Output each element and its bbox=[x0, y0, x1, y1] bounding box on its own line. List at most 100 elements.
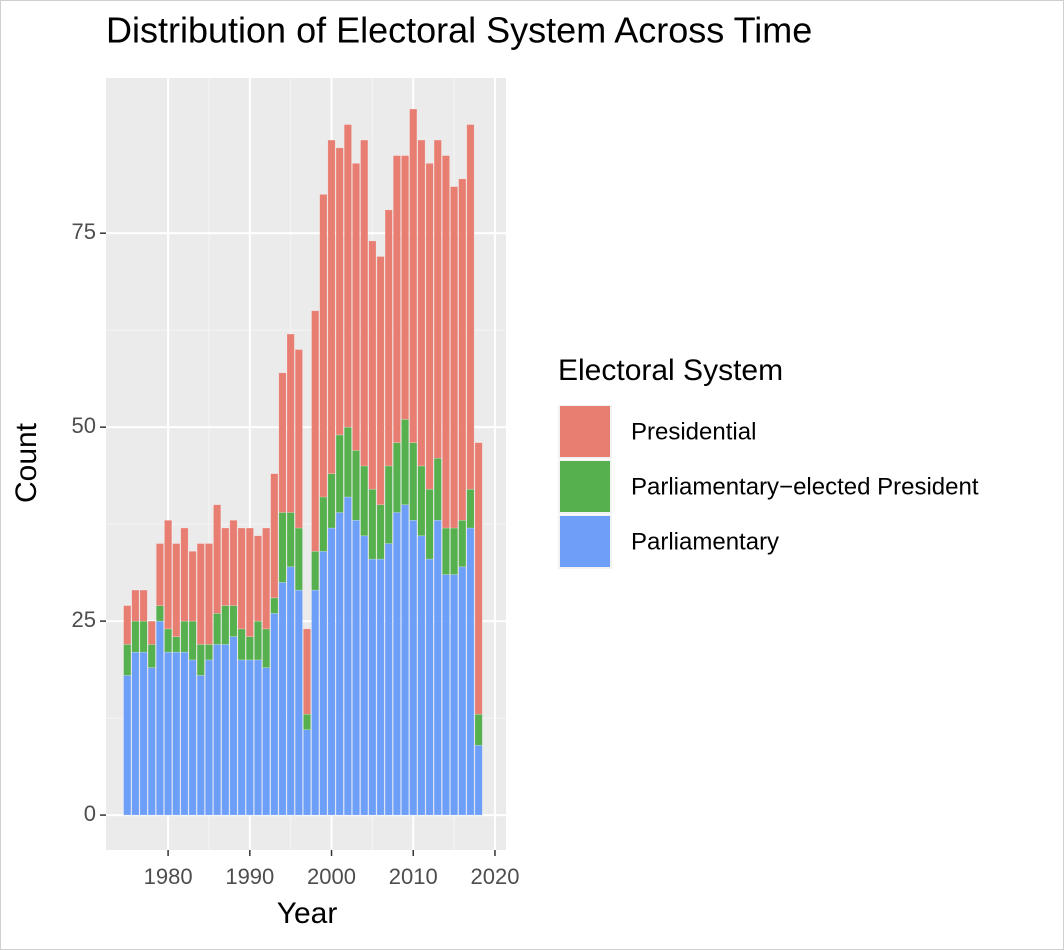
bar-segment bbox=[180, 620, 189, 653]
bar-segment bbox=[204, 659, 213, 816]
bar-segment bbox=[139, 589, 148, 622]
bar-segment bbox=[376, 558, 385, 816]
bar-segment bbox=[237, 628, 246, 661]
legend-label: Parliamentary bbox=[631, 528, 779, 555]
x-tick-label: 1980 bbox=[144, 864, 193, 889]
bar-segment bbox=[278, 372, 287, 513]
bar-segment bbox=[441, 574, 450, 816]
x-tick-label: 2020 bbox=[470, 864, 519, 889]
bar-segment bbox=[221, 644, 230, 816]
bar-segment bbox=[458, 519, 467, 568]
bar-segment bbox=[164, 628, 173, 653]
bar-segment bbox=[270, 597, 279, 614]
bar-segment bbox=[376, 504, 385, 560]
bar-segment bbox=[204, 543, 213, 645]
bar-segment bbox=[147, 667, 156, 816]
bar-segment bbox=[417, 139, 426, 467]
bar-segment bbox=[221, 605, 230, 645]
bar-segment bbox=[384, 209, 393, 467]
bar-segment bbox=[425, 488, 434, 560]
y-axis-title: Count bbox=[10, 422, 43, 503]
bar-segment bbox=[294, 527, 303, 591]
bar-segment bbox=[131, 589, 140, 622]
bar-segment bbox=[401, 504, 410, 816]
bar-segment bbox=[123, 675, 132, 816]
bar-segment bbox=[327, 473, 336, 529]
bar-segment bbox=[180, 527, 189, 622]
bar-segment bbox=[458, 566, 467, 816]
bar-segment bbox=[425, 163, 434, 490]
bar-segment bbox=[294, 349, 303, 529]
bar-segment bbox=[319, 194, 328, 498]
bar-segment bbox=[458, 178, 467, 521]
bar-segment bbox=[270, 613, 279, 816]
bar-segment bbox=[245, 527, 254, 637]
bar-segment bbox=[474, 713, 483, 746]
bar-segment bbox=[196, 644, 205, 676]
bar-segment bbox=[352, 450, 361, 521]
bar-segment bbox=[221, 527, 230, 606]
bar-segment bbox=[327, 139, 336, 474]
bar-segment bbox=[433, 457, 442, 521]
bar-segment bbox=[376, 256, 385, 506]
bar-segment bbox=[368, 488, 377, 560]
bar-segment bbox=[450, 527, 459, 575]
bar-segment bbox=[229, 605, 238, 637]
legend-swatch bbox=[560, 406, 610, 457]
bar-segment bbox=[262, 628, 271, 668]
bar-segment bbox=[343, 496, 352, 816]
bar-segment bbox=[401, 419, 410, 506]
bar-segment bbox=[450, 574, 459, 816]
bar-segment bbox=[147, 620, 156, 645]
bar-segment bbox=[155, 620, 164, 816]
bar-segment bbox=[433, 139, 442, 459]
bar-segment bbox=[417, 535, 426, 816]
bar-segment bbox=[196, 543, 205, 645]
bar-segment bbox=[343, 426, 352, 498]
bar-segment bbox=[392, 442, 401, 513]
bar-segment bbox=[139, 651, 148, 816]
bar-segment bbox=[335, 434, 344, 513]
bar-segment bbox=[254, 620, 262, 661]
bar-segment bbox=[262, 667, 271, 816]
bar-segment bbox=[417, 465, 426, 537]
bar-segment bbox=[286, 566, 295, 816]
bar-segment bbox=[319, 550, 328, 816]
bar-segment bbox=[303, 729, 311, 816]
bar-segment bbox=[466, 488, 475, 529]
bar-segment bbox=[188, 550, 197, 622]
bar-segment bbox=[254, 659, 262, 816]
bar-segment bbox=[360, 535, 369, 816]
bar-segment bbox=[188, 620, 197, 661]
bar-segment bbox=[270, 473, 279, 599]
bar-segment bbox=[286, 333, 295, 513]
bar-segment bbox=[229, 636, 238, 816]
bar-segment bbox=[278, 512, 287, 583]
bar-segment bbox=[245, 659, 254, 816]
bar-segment bbox=[466, 527, 475, 816]
bar-segment bbox=[466, 124, 475, 490]
bar-segment bbox=[164, 519, 173, 630]
bar-segment bbox=[474, 442, 483, 715]
y-tick-label: 50 bbox=[72, 413, 96, 438]
bar-segment bbox=[327, 527, 336, 816]
bar-segment bbox=[343, 124, 352, 428]
legend-label: Parliamentary−elected President bbox=[631, 473, 979, 500]
bar-segment bbox=[123, 644, 132, 676]
bar-segment bbox=[254, 535, 262, 622]
bar-segment bbox=[245, 636, 254, 661]
bar-segment bbox=[352, 163, 361, 451]
bar-segment bbox=[180, 651, 189, 816]
bar-segment bbox=[433, 519, 442, 816]
bar-segment bbox=[401, 155, 410, 420]
bar-segment bbox=[450, 186, 459, 529]
bar-segment bbox=[303, 628, 311, 715]
bar-segment bbox=[409, 108, 418, 443]
bar-segment bbox=[229, 519, 238, 606]
bar-segment bbox=[172, 543, 181, 637]
bar-segment bbox=[384, 543, 393, 816]
x-tick-label: 1990 bbox=[225, 864, 274, 889]
bar-segment bbox=[441, 155, 450, 529]
bar-segment bbox=[155, 543, 164, 606]
